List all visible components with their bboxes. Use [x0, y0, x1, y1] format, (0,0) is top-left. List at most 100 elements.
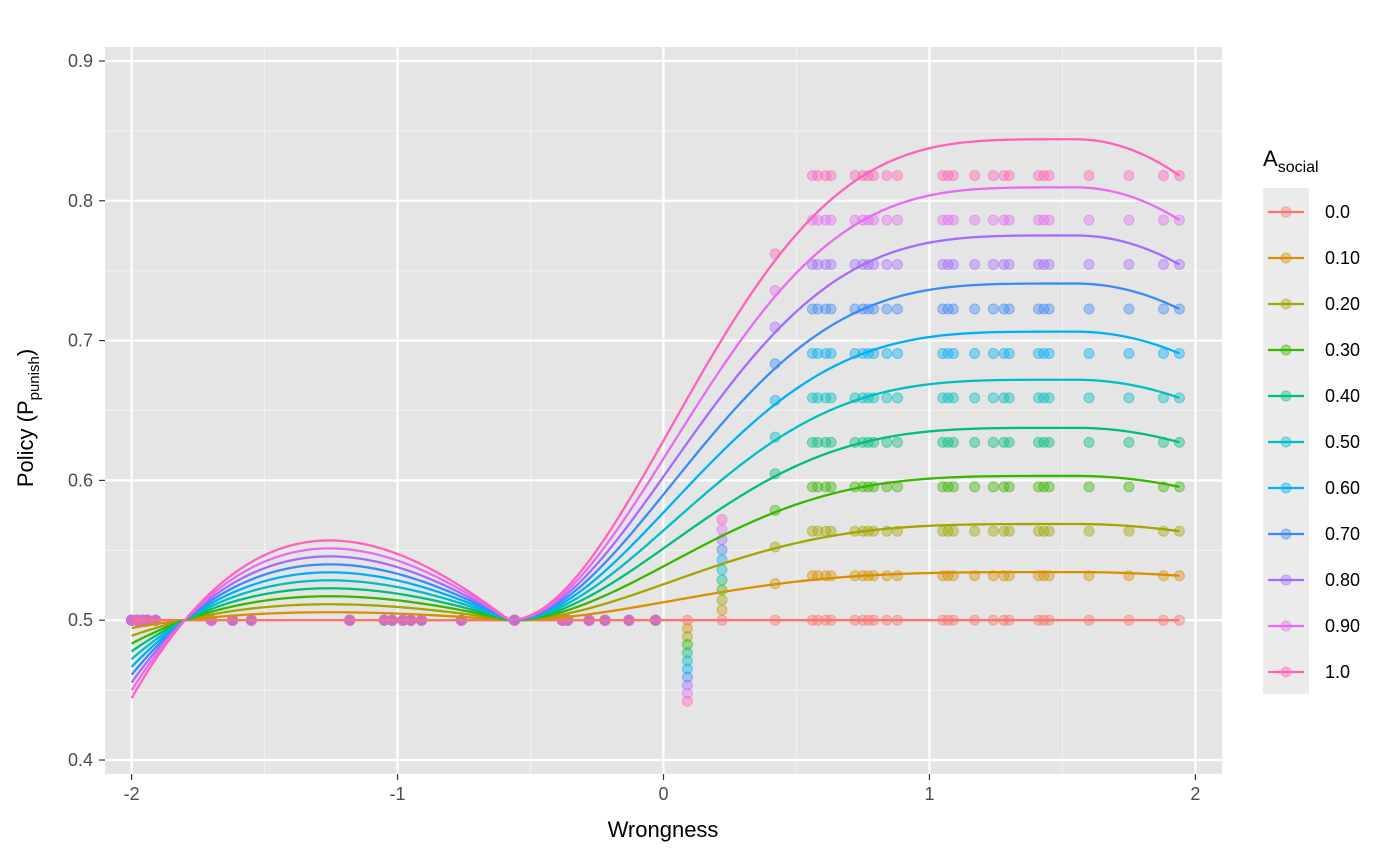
data-point [892, 481, 904, 493]
data-point [1157, 214, 1169, 226]
data-point [892, 392, 904, 404]
data-point [681, 655, 693, 667]
series-line-0.70 [130, 282, 1180, 676]
y-axis-title-main: Policy (P [13, 400, 38, 487]
data-point [1003, 214, 1015, 226]
data-point [1083, 525, 1095, 537]
data-point [1043, 392, 1055, 404]
data-point [825, 214, 837, 226]
data-point [681, 687, 693, 699]
x-axis-title: Wrongness [608, 817, 719, 842]
x-tick-label: 1 [924, 784, 934, 804]
y-axis-title: Policy (Ppunish) [13, 349, 43, 487]
data-point [892, 303, 904, 315]
data-point [969, 347, 981, 359]
data-point [987, 525, 999, 537]
series-line-0.20 [131, 522, 1180, 637]
legend-item: 0.60 [1268, 478, 1360, 498]
legend-label: 1.0 [1325, 662, 1350, 682]
data-point [1083, 481, 1095, 493]
data-point [716, 574, 728, 586]
legend-item: 0.20 [1268, 294, 1360, 314]
data-point [681, 695, 693, 707]
data-point [969, 392, 981, 404]
data-point [947, 259, 959, 271]
data-point [969, 170, 981, 182]
legend-label: 0.0 [1325, 202, 1350, 222]
legend-label: 0.30 [1325, 340, 1360, 360]
data-point [987, 436, 999, 448]
data-point [947, 170, 959, 182]
legend-item: 0.70 [1268, 524, 1360, 544]
legend-label: 0.80 [1325, 570, 1360, 590]
data-point [1157, 259, 1169, 271]
data-point [1157, 170, 1169, 182]
legend-label: 0.20 [1325, 294, 1360, 314]
x-tick-label: 2 [1190, 784, 1200, 804]
data-point [825, 392, 837, 404]
data-point [812, 392, 824, 404]
legend-key-point [1280, 528, 1292, 540]
legend-item: 0.30 [1268, 340, 1360, 360]
data-point [812, 436, 824, 448]
legend-item: 0.90 [1268, 616, 1360, 636]
data-point [1083, 303, 1095, 315]
data-point [1123, 259, 1135, 271]
y-tick-label: 0.6 [68, 470, 93, 490]
axes: -2 -1 0 1 2 0.4 0.5 0.6 0.7 0.8 0.9 [68, 51, 1200, 804]
data-point [716, 514, 728, 526]
legend-key-point [1280, 436, 1292, 448]
series-line-0.40 [130, 426, 1180, 653]
data-point [1043, 259, 1055, 271]
series-line-0.50 [130, 378, 1180, 661]
data-point [812, 214, 824, 226]
data-point [825, 170, 837, 182]
y-tick-label: 0.4 [68, 750, 93, 770]
legend-key-point [1280, 344, 1292, 356]
data-point [681, 630, 693, 642]
data-point [1003, 170, 1015, 182]
data-point [969, 303, 981, 315]
legend-item: 0.80 [1268, 570, 1360, 590]
data-point [987, 392, 999, 404]
series-line-1.0 [130, 138, 1181, 699]
legend-label: 0.90 [1325, 616, 1360, 636]
data-point [1003, 303, 1015, 315]
legend-label: 0.40 [1325, 386, 1360, 406]
legend-key-point [1280, 298, 1292, 310]
data-point [1123, 392, 1135, 404]
legend-item: 0.50 [1268, 432, 1360, 452]
y-tick-label: 0.9 [68, 51, 93, 71]
data-point [1083, 259, 1095, 271]
legend-label: 0.10 [1325, 248, 1360, 268]
legend-key-point [1280, 666, 1292, 678]
data-point [681, 671, 693, 683]
data-point [1043, 214, 1055, 226]
legend-key-point [1280, 252, 1292, 264]
y-tick-label: 0.5 [68, 610, 93, 630]
legend-key-point [1280, 206, 1292, 218]
data-point [1043, 170, 1055, 182]
data-point [681, 663, 693, 675]
data-point [881, 170, 893, 182]
y-tick-label: 0.8 [68, 191, 93, 211]
data-point [987, 481, 999, 493]
data-point [812, 481, 824, 493]
data-point [1123, 525, 1135, 537]
data-point [1083, 392, 1095, 404]
data-point [716, 604, 728, 616]
data-point [947, 392, 959, 404]
data-point [1043, 525, 1055, 537]
data-point [987, 259, 999, 271]
legend-item: 0.40 [1268, 386, 1360, 406]
fitted-lines [130, 138, 1181, 699]
data-point [881, 392, 893, 404]
legend-item: 0.0 [1268, 202, 1350, 222]
data-point [1043, 481, 1055, 493]
legend-key-point [1280, 574, 1292, 586]
y-tick-label: 0.7 [68, 331, 93, 351]
data-point [716, 544, 728, 556]
legend: Asocial 0.00.100.200.300.400.500.600.700… [1263, 146, 1360, 694]
data-point [987, 214, 999, 226]
data-point [987, 170, 999, 182]
